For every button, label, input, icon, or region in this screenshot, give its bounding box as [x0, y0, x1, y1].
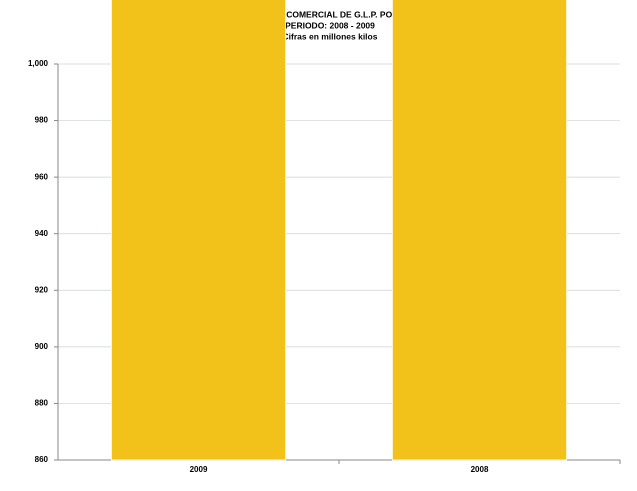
bar-segment [391, 0, 568, 461]
y-tick-label: 940 [35, 229, 49, 238]
y-tick-label: 920 [35, 285, 49, 294]
chart-subtitle: Cifras en millones kilos [283, 31, 378, 41]
y-tick-label: 1,000 [28, 59, 49, 68]
x-tick-label: 2008 [471, 465, 489, 474]
y-tick-label: 980 [35, 116, 49, 125]
y-tick-label: 960 [35, 172, 49, 181]
bar-segment [110, 0, 287, 461]
chart-subtitle: PERIODO: 2008 - 2009 [285, 20, 375, 30]
y-tick-label: 860 [35, 455, 49, 464]
y-tick-label: 880 [35, 399, 49, 408]
chart-title: DESPACHADOS POR PETROCOMERCIAL DE G.L.P.… [168, 9, 492, 19]
x-tick-label: 2009 [190, 465, 208, 474]
y-tick-label: 900 [35, 342, 49, 351]
